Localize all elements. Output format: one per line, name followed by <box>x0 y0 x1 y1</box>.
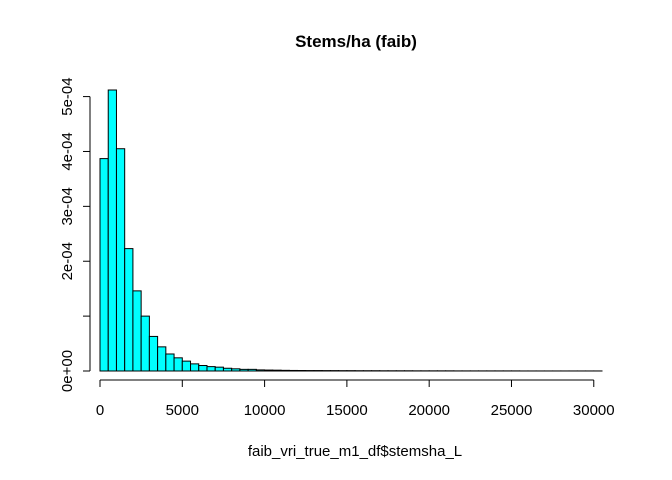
histogram-bar <box>140 315 150 372</box>
x-tick-label: 0 <box>96 402 104 419</box>
histogram-bar <box>247 368 257 372</box>
histogram-bar <box>99 158 109 372</box>
x-tick-label: 20000 <box>408 402 450 419</box>
y-tick-label: 5e-04 <box>59 77 76 115</box>
x-tick-label: 15000 <box>326 402 368 419</box>
x-tick-label: 25000 <box>491 402 533 419</box>
histogram-bar <box>239 368 249 372</box>
y-tick-label: 3e-04 <box>59 187 76 225</box>
histogram-bar <box>222 367 233 372</box>
y-axis: 0e+00 2e-04 3e-04 4e-04 5e-04 <box>59 77 91 392</box>
histogram-bar <box>148 335 159 372</box>
histogram-bar <box>173 357 183 372</box>
histogram-bar <box>165 353 175 372</box>
histogram-bar <box>190 363 200 372</box>
histogram-bar <box>272 369 282 372</box>
histogram-bar <box>280 369 290 372</box>
histogram-bar <box>288 369 299 372</box>
histogram-bar <box>214 366 224 372</box>
histogram-bar <box>132 290 142 372</box>
histogram-bar <box>198 365 208 372</box>
bars-group <box>99 89 603 372</box>
y-tick-label: 2e-04 <box>59 242 76 280</box>
x-tick-label: 30000 <box>573 402 615 419</box>
histogram-bar <box>157 346 167 372</box>
x-axis-title: faib_vri_true_m1_df$stemsha_L <box>248 443 462 460</box>
histogram-bar <box>115 148 126 372</box>
y-tick-label: 0e+00 <box>59 350 76 392</box>
x-tick-label: 10000 <box>244 402 286 419</box>
histogram-bar <box>231 368 241 372</box>
x-axis: 0 5000 10000 15000 20000 25000 30000 <box>96 379 615 419</box>
x-tick-label: 5000 <box>166 402 199 419</box>
histogram-bar <box>124 248 134 372</box>
histogram-bar <box>107 89 117 372</box>
chart-title: Stems/ha (faib) <box>295 32 417 51</box>
histogram-bar <box>181 360 192 372</box>
y-tick-label: 4e-04 <box>59 132 76 170</box>
histogram-bar <box>264 369 274 372</box>
histogram-bar <box>255 369 266 372</box>
histogram-bar <box>206 366 216 372</box>
